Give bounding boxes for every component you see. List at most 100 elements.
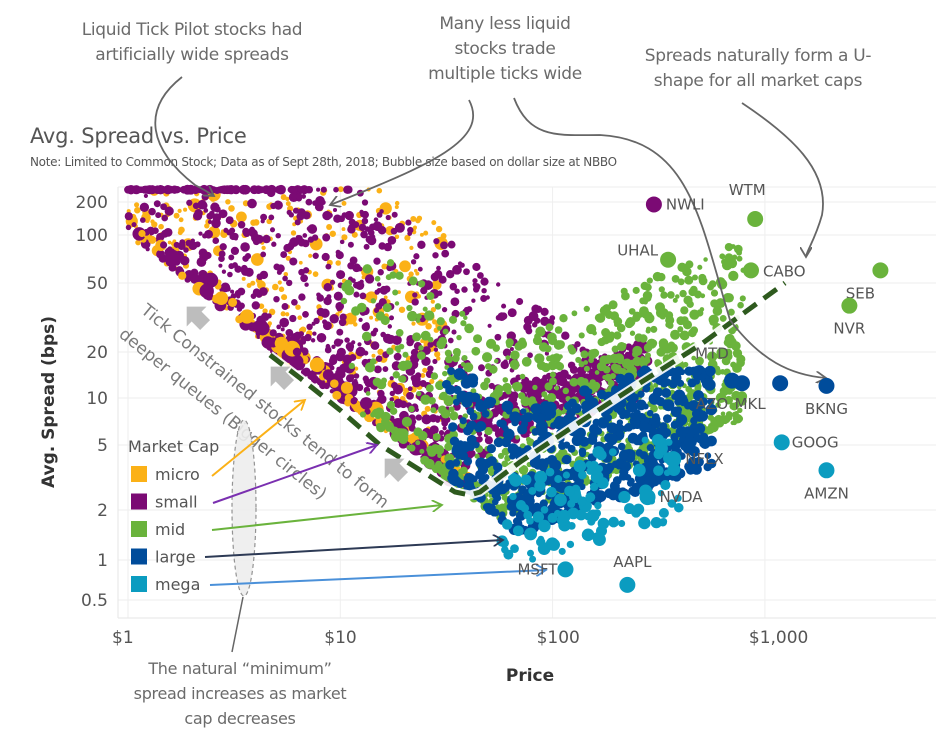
- data-point-small: [269, 329, 277, 337]
- data-point-mid: [731, 341, 741, 351]
- data-point-micro: [415, 271, 420, 276]
- arrow-micro: [211, 400, 305, 477]
- data-point-small: [336, 270, 346, 280]
- data-point-large: [579, 436, 590, 447]
- data-point-mid: [736, 249, 742, 256]
- legend-label-mid: mid: [155, 520, 185, 539]
- data-point-small: [535, 397, 542, 404]
- data-point-mid: [384, 421, 394, 431]
- data-point-micro: [158, 223, 164, 230]
- data-point-mega: [638, 516, 651, 530]
- data-point-large: [549, 460, 557, 468]
- data-point-small: [227, 271, 233, 278]
- data-point-small: [345, 342, 355, 351]
- data-point-large: [660, 379, 669, 388]
- data-point-mid: [359, 411, 367, 418]
- data-point-small: [273, 263, 281, 271]
- data-point-small: [300, 274, 308, 283]
- data-point-small: [463, 306, 470, 313]
- data-point-large: [693, 433, 702, 442]
- data-point-mid: [613, 331, 622, 340]
- data-point-large: [509, 509, 517, 517]
- data-point-small: [302, 311, 309, 318]
- data-point-small: [271, 241, 277, 247]
- data-point-small: [589, 368, 595, 374]
- data-point-small: [242, 227, 250, 236]
- data-point-mid: [460, 466, 468, 475]
- data-point-small: [507, 308, 517, 318]
- gray-arrow-shape: [270, 366, 295, 391]
- data-point-small: [259, 270, 269, 280]
- data-point-mid: [459, 310, 466, 317]
- data-point-mid: [685, 260, 694, 269]
- data-point-mid: [578, 361, 585, 368]
- data-point-large: [475, 420, 487, 432]
- data-point-large: [662, 399, 675, 412]
- data-point-mid: [545, 323, 554, 332]
- u-shape-dashed-line: [268, 280, 787, 498]
- data-point-mega: [526, 517, 534, 525]
- data-point-small: [326, 294, 332, 300]
- data-point-large: [639, 451, 649, 460]
- data-point-large: [675, 406, 683, 413]
- data-point-mega: [618, 520, 626, 527]
- data-point-small: [194, 241, 201, 248]
- data-point-micro: [383, 295, 388, 300]
- data-point-small: [290, 315, 295, 320]
- annotation-min-spread: The natural “minimum” spread increases a…: [100, 656, 380, 731]
- data-point-mid: [629, 359, 636, 366]
- data-point-micro: [435, 225, 443, 233]
- data-point-small: [391, 211, 398, 218]
- data-point-mega: [658, 518, 668, 527]
- data-point-large: [705, 438, 712, 446]
- data-point-small: [554, 391, 563, 400]
- data-point-small: [148, 207, 156, 216]
- data-point-mid: [575, 356, 582, 363]
- data-point-large: [630, 486, 641, 497]
- data-point-mid: [463, 315, 468, 321]
- data-point-small: [363, 379, 369, 385]
- arrow-small: [212, 445, 377, 504]
- data-point-micro: [281, 294, 288, 301]
- data-point-small: [331, 344, 336, 349]
- arrow-mid: [211, 505, 442, 531]
- data-point-mid: [642, 290, 653, 301]
- data-point-small: [413, 253, 420, 260]
- data-point-mid: [680, 306, 689, 315]
- data-point-small: [207, 219, 213, 225]
- data-point-small: [406, 391, 414, 400]
- data-point-mid: [665, 311, 674, 320]
- min-spread-pointer: [231, 596, 244, 653]
- data-point-micro: [337, 186, 344, 193]
- data-point-small: [295, 234, 303, 243]
- data-point-small: [324, 346, 332, 354]
- data-point-small: [488, 382, 495, 389]
- data-point-small: [161, 214, 169, 222]
- data-point-small: [573, 386, 580, 392]
- data-point-micro: [285, 201, 291, 207]
- data-point-large: [463, 457, 473, 466]
- data-point-micro: [430, 299, 435, 304]
- data-point-mid: [532, 336, 543, 346]
- data-point-large: [466, 373, 479, 385]
- data-point-large: [530, 403, 541, 414]
- data-point-mid: [348, 362, 355, 370]
- data-point-small: [433, 270, 443, 279]
- data-point-mid: [616, 341, 627, 352]
- data-point-mid: [426, 291, 435, 301]
- data-point-micro: [326, 224, 333, 230]
- data-point-mid: [660, 291, 668, 299]
- data-point-mid: [430, 444, 441, 454]
- data-point-small: [256, 187, 261, 192]
- data-point-small: [493, 407, 499, 413]
- data-point-large: [626, 479, 635, 487]
- data-point-mid: [684, 275, 694, 285]
- data-point-mid: [736, 358, 745, 368]
- x-tick-label: $100: [537, 628, 580, 648]
- data-point-small: [220, 186, 227, 193]
- data-point-large: [501, 400, 514, 413]
- data-point-small: [295, 193, 303, 200]
- data-point-small: [417, 266, 423, 272]
- data-point-micro: [274, 336, 289, 351]
- arrow-mega: [209, 570, 546, 586]
